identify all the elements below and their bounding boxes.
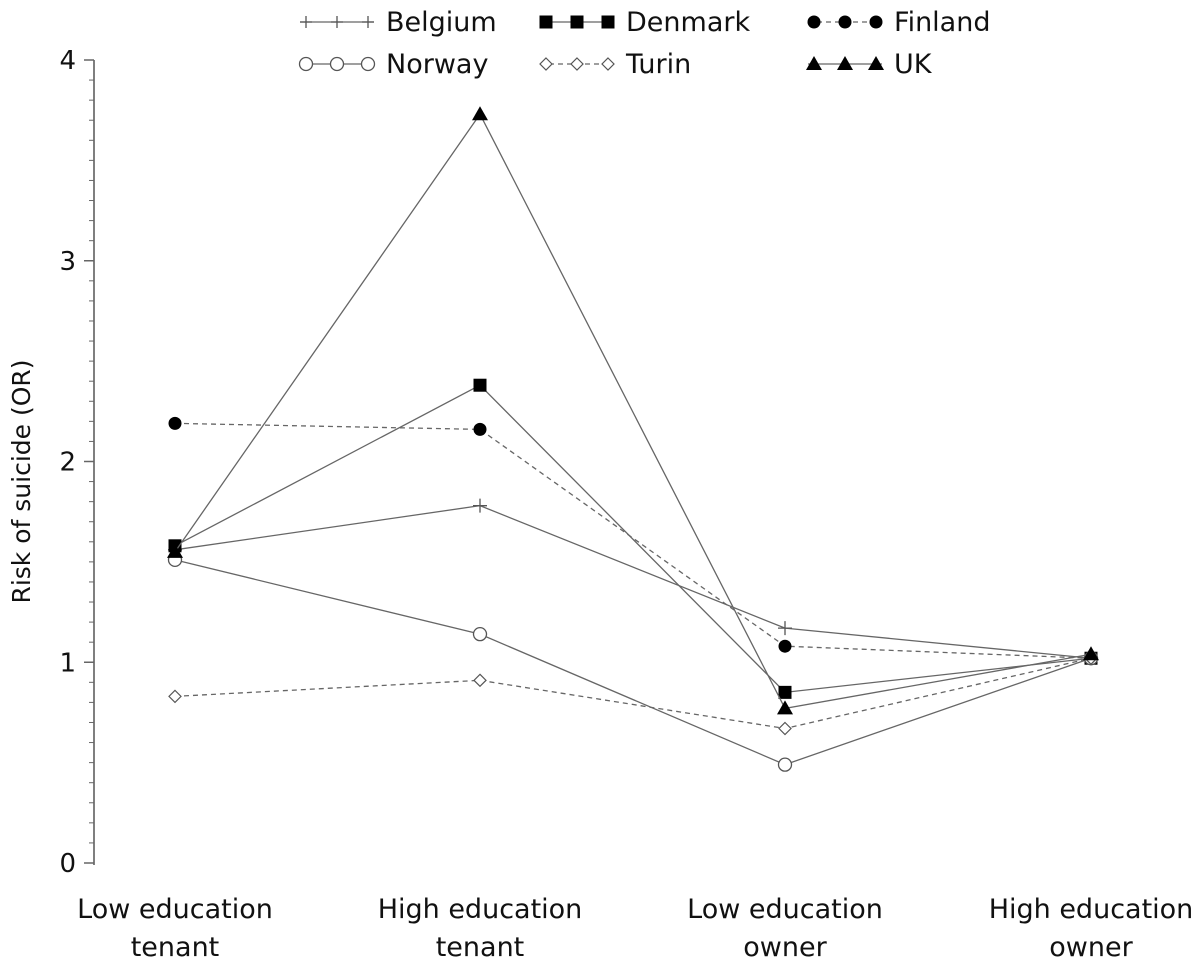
series-denmark: [168, 378, 1098, 699]
data-point-finland: [473, 422, 487, 436]
series-line-finland: [174, 422, 1092, 659]
legend-label: Turin: [625, 49, 691, 80]
legend-swatch-marker: [868, 56, 884, 70]
legend-swatch-marker: [539, 15, 553, 29]
x-category-label: Low education owner: [687, 894, 883, 963]
y-tick-label: 1: [59, 648, 76, 678]
series-finland: [168, 416, 1098, 665]
data-point-belgium: [778, 621, 792, 636]
data-point-uk: [167, 543, 183, 558]
y-tick-label: 0: [59, 849, 76, 879]
data-point-norway: [472, 626, 488, 642]
data-point-norway: [777, 757, 793, 772]
legend-swatch-marker: [570, 57, 584, 71]
data-point-uk: [777, 700, 793, 715]
y-tick-label: 4: [59, 46, 76, 76]
y-tick-label: 2: [59, 448, 76, 478]
legend-item-denmark: Denmark: [539, 7, 750, 38]
legend-swatch-marker: [331, 16, 343, 28]
data-point-finland: [168, 416, 182, 430]
data-point-turin: [778, 721, 792, 736]
legend-swatch-marker: [298, 56, 314, 72]
legend-item-uk: UK: [806, 49, 933, 80]
data-point-uk: [472, 106, 488, 121]
series-turin: [168, 651, 1098, 736]
legend-swatch-marker: [300, 16, 312, 28]
series-line-uk: [174, 112, 1092, 710]
legend-swatch-marker: [601, 57, 615, 71]
legend-swatch-marker: [838, 15, 852, 29]
legend-swatch-marker: [807, 15, 821, 29]
legend-label: UK: [894, 49, 933, 80]
legend-swatch-marker: [837, 56, 853, 70]
legend: Belgium Denmark Finland Norway Turin UK: [298, 7, 990, 80]
x-category-label: Low education tenant: [77, 894, 273, 963]
legend-swatch-marker: [806, 56, 822, 70]
legend-item-belgium: Belgium: [300, 7, 497, 38]
legend-label: Belgium: [386, 7, 497, 38]
data-point-uk: [1083, 646, 1099, 661]
data-point-turin: [473, 673, 487, 688]
series-line-denmark: [174, 384, 1092, 694]
data-point-turin: [168, 689, 182, 704]
series-layer: [167, 106, 1099, 772]
y-tick-label: 3: [59, 247, 76, 277]
legend-swatch-marker: [601, 15, 615, 29]
legend-swatch-marker: [869, 15, 883, 29]
legend-item-norway: Norway: [298, 49, 488, 80]
legend-swatch-marker: [362, 16, 374, 28]
series-norway: [167, 552, 1099, 772]
data-point-denmark: [778, 685, 792, 699]
legend-label: Finland: [894, 7, 990, 38]
x-category-label: High education owner: [989, 894, 1194, 963]
axes: 0 1 2 3 4 Risk of suicide (OR) Low education te…: [7, 46, 1193, 963]
y-axis-title: Risk of suicide (OR): [7, 359, 36, 603]
legend-swatch-marker: [539, 57, 553, 71]
series-line-belgium: [174, 504, 1092, 659]
data-point-belgium: [473, 498, 487, 513]
legend-item-turin: Turin: [539, 49, 691, 80]
series-line-turin: [174, 657, 1092, 730]
legend-swatch-marker: [570, 15, 584, 29]
legend-label: Denmark: [626, 7, 750, 38]
data-point-denmark: [473, 378, 487, 392]
x-category-label: High education tenant: [378, 894, 583, 963]
legend-swatch-marker: [329, 56, 345, 72]
series-uk: [167, 106, 1099, 715]
series-line-norway: [174, 559, 1092, 766]
series-belgium: [168, 498, 1098, 666]
legend-item-finland: Finland: [807, 7, 990, 38]
legend-label: Norway: [386, 49, 488, 80]
legend-swatch-marker: [360, 56, 376, 72]
data-point-finland: [778, 639, 792, 653]
